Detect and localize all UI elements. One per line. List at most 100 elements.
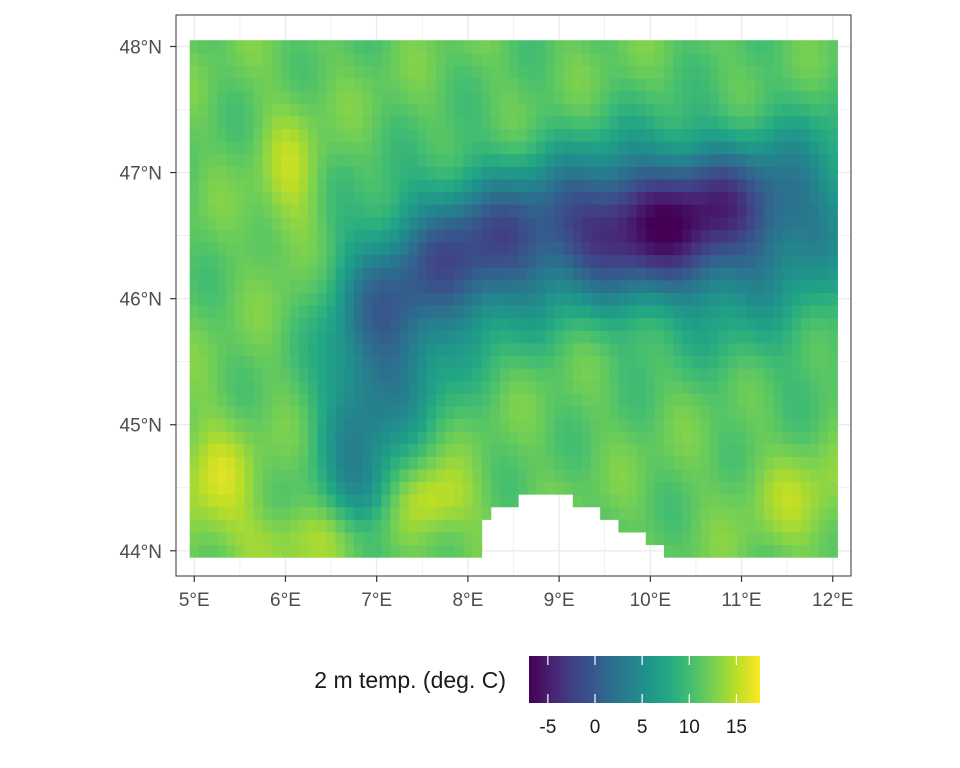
heatmap-cell xyxy=(554,393,565,407)
heatmap-cell xyxy=(226,468,236,483)
heatmap-cell xyxy=(472,418,483,432)
heatmap-cell xyxy=(563,204,574,218)
heatmap-cell xyxy=(299,544,309,558)
heatmap-cell xyxy=(809,65,820,79)
heatmap-cell xyxy=(746,304,756,319)
heatmap-cell xyxy=(299,153,309,167)
heatmap-cell xyxy=(536,330,547,344)
heatmap-cell xyxy=(554,254,565,268)
heatmap-cell xyxy=(381,456,391,470)
heatmap-cell xyxy=(627,317,638,331)
heatmap-cell xyxy=(572,431,583,445)
heatmap-cell xyxy=(353,153,364,167)
heatmap-cell xyxy=(226,494,236,508)
heatmap-cell xyxy=(344,380,355,394)
heatmap-cell xyxy=(563,141,574,155)
heatmap-cell xyxy=(645,380,656,394)
heatmap-cell xyxy=(828,481,838,495)
heatmap-cell xyxy=(664,166,674,180)
heatmap-cell xyxy=(755,115,765,130)
heatmap-cell xyxy=(664,481,674,495)
heatmap-cell xyxy=(226,431,236,445)
heatmap-cell xyxy=(581,367,592,382)
heatmap-cell xyxy=(426,153,437,167)
heatmap-cell xyxy=(299,40,309,54)
heatmap-cell xyxy=(262,216,273,230)
heatmap-cell xyxy=(426,241,437,256)
heatmap-cell xyxy=(299,241,309,256)
heatmap-cell xyxy=(244,166,255,180)
heatmap-cell xyxy=(736,191,747,205)
heatmap-cell xyxy=(435,519,446,533)
heatmap-cell xyxy=(262,204,273,218)
heatmap-cell xyxy=(271,304,282,319)
heatmap-cell xyxy=(189,494,200,508)
heatmap-cell xyxy=(253,367,264,382)
heatmap-cell xyxy=(207,115,218,130)
heatmap-cell xyxy=(217,431,227,445)
heatmap-cell xyxy=(627,506,638,520)
heatmap-cell xyxy=(335,90,346,104)
heatmap-cell xyxy=(317,115,328,130)
heatmap-cell xyxy=(773,519,784,533)
heatmap-cell xyxy=(609,393,619,407)
heatmap-cell xyxy=(499,304,510,319)
heatmap-cell xyxy=(664,153,674,167)
heatmap-cell xyxy=(518,355,528,369)
heatmap-cell xyxy=(271,216,282,230)
heatmap-cell xyxy=(545,52,556,67)
heatmap-cell xyxy=(445,78,455,92)
heatmap-cell xyxy=(490,204,501,218)
heatmap-cell xyxy=(335,166,346,180)
heatmap-cell xyxy=(198,304,209,319)
heatmap-cell xyxy=(280,355,291,369)
heatmap-cell xyxy=(809,544,820,558)
heatmap-cell xyxy=(299,342,309,356)
heatmap-cell xyxy=(344,103,355,117)
heatmap-cell xyxy=(381,78,391,92)
heatmap-cell xyxy=(244,494,255,508)
heatmap-cell xyxy=(718,65,729,79)
heatmap-cell xyxy=(700,216,711,230)
heatmap-cell xyxy=(755,292,765,306)
heatmap-cell xyxy=(408,103,419,117)
heatmap-cell xyxy=(326,78,337,92)
heatmap-cell xyxy=(700,506,711,520)
heatmap-cell xyxy=(800,456,811,470)
heatmap-cell xyxy=(235,330,246,344)
heatmap-cell xyxy=(773,90,784,104)
heatmap-cell xyxy=(472,115,483,130)
heatmap-cell xyxy=(290,355,300,369)
heatmap-cell xyxy=(326,468,337,483)
heatmap-cell xyxy=(673,367,683,382)
heatmap-cell xyxy=(253,531,264,546)
heatmap-cell xyxy=(399,443,410,457)
heatmap-cell xyxy=(362,65,373,79)
heatmap-cell xyxy=(764,229,775,243)
heatmap-cell xyxy=(536,431,547,445)
heatmap-cell xyxy=(426,65,437,79)
heatmap-cell xyxy=(773,115,784,130)
heatmap-cell xyxy=(344,418,355,432)
heatmap-cell xyxy=(280,153,291,167)
heatmap-cell xyxy=(709,90,720,104)
heatmap-cell xyxy=(417,380,428,394)
heatmap-cell xyxy=(736,178,747,193)
heatmap-cell xyxy=(207,216,218,230)
heatmap-cell xyxy=(499,367,510,382)
heatmap-cell xyxy=(189,531,200,546)
heatmap-cell xyxy=(791,544,802,558)
heatmap-cell xyxy=(682,292,692,306)
heatmap-cell xyxy=(344,330,355,344)
heatmap-cell xyxy=(654,153,665,167)
heatmap-cell xyxy=(244,267,255,281)
heatmap-cell xyxy=(472,468,483,483)
heatmap-cell xyxy=(554,292,565,306)
heatmap-cell xyxy=(536,292,547,306)
heatmap-cell xyxy=(435,141,446,155)
heatmap-cell xyxy=(645,506,656,520)
heatmap-cell xyxy=(317,178,328,193)
heatmap-cell xyxy=(545,342,556,356)
heatmap-cell xyxy=(782,468,793,483)
heatmap-cell xyxy=(207,494,218,508)
